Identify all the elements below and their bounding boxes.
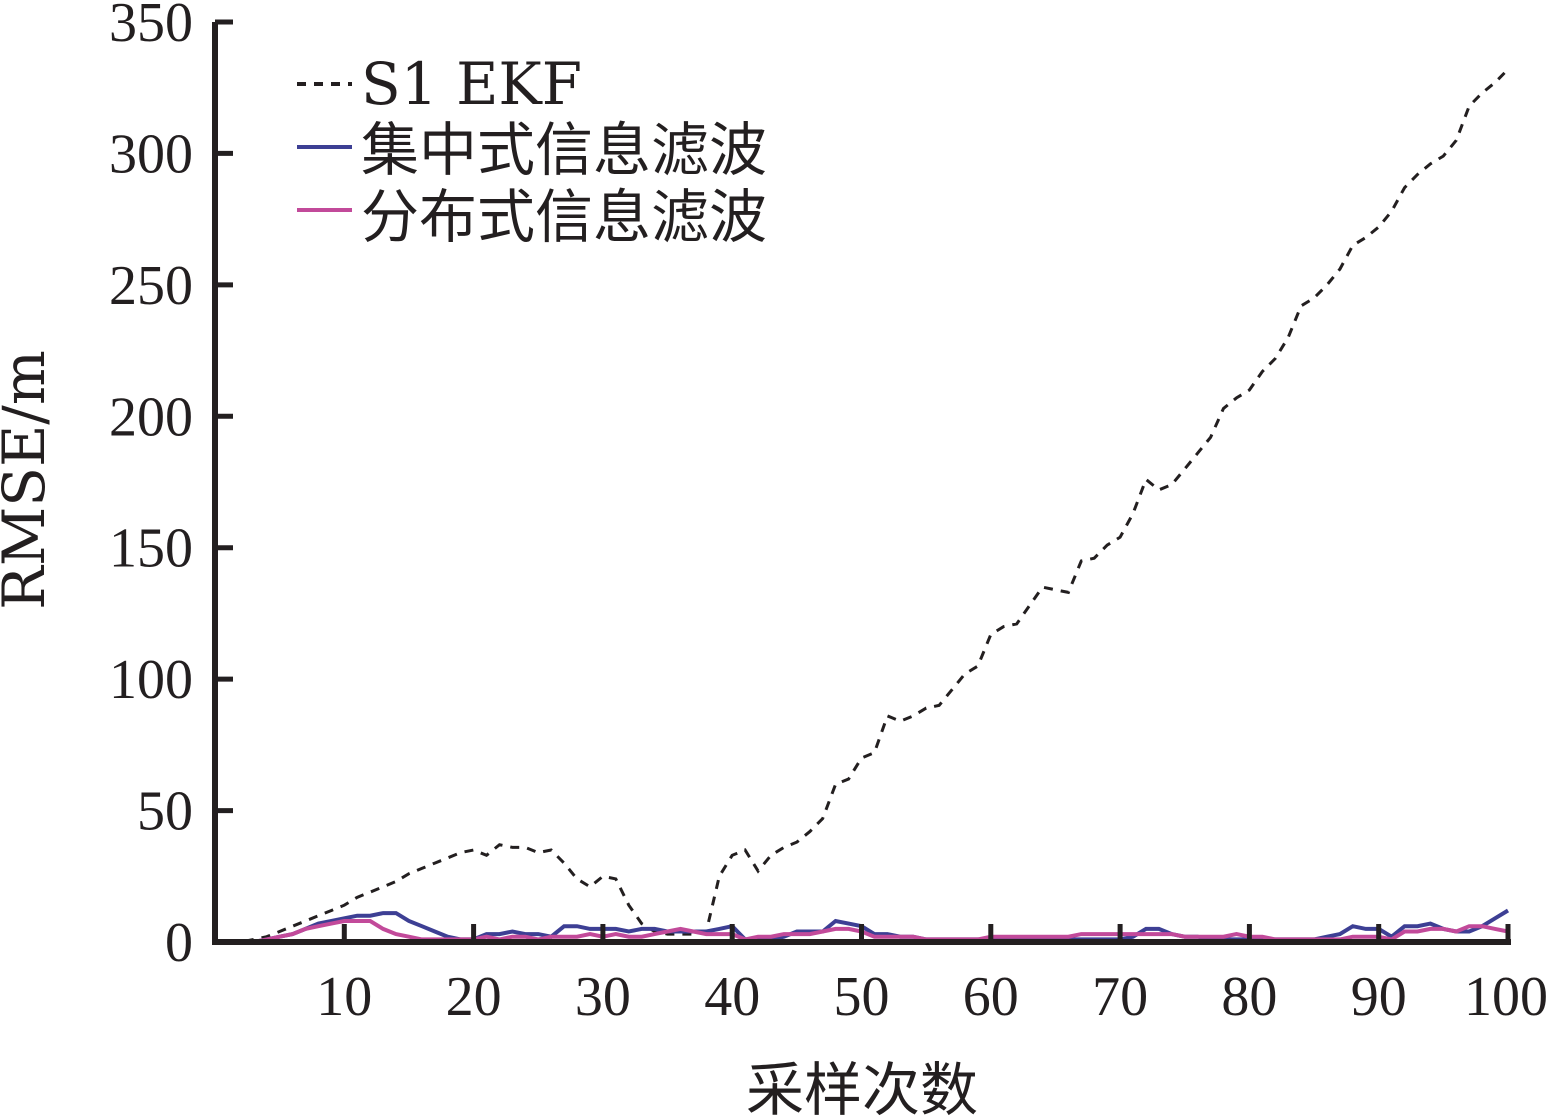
x-axis-title: 采样次数 [746,1056,978,1119]
y-tick-label: 300 [109,123,193,185]
x-tick-label: 50 [834,966,890,1028]
y-axis-ticks: 0 50 100 150 200 250 300 350 [109,0,233,974]
x-tick-label: 40 [704,966,760,1028]
x-tick-label: 70 [1092,966,1148,1028]
legend-label-distributed-information-filter: 分布式信息滤波 [361,183,767,251]
x-tick-label: 80 [1221,966,1277,1028]
x-tick-label: 100 [1464,966,1548,1028]
x-tick-label: 10 [316,966,372,1028]
legend-label-centralized-information-filter: 集中式信息滤波 [361,116,767,184]
y-tick-label: 50 [137,781,193,843]
y-tick-label: 150 [109,518,193,580]
x-tick-label: 20 [446,966,502,1028]
x-axis-ticks: 10 20 30 40 50 60 70 80 90 100 [316,924,1548,1028]
legend-label-s1-ekf: S1 EKF [361,50,582,118]
y-tick-label: 350 [109,0,193,54]
x-tick-label: 60 [963,966,1019,1028]
x-tick-label: 30 [575,966,631,1028]
series-line-s1-ekf [227,68,1510,944]
y-tick-label: 200 [109,386,193,448]
y-tick-label: 100 [109,649,193,711]
y-tick-label: 250 [109,255,193,317]
y-axis-title: RMSE/m [0,350,58,610]
y-tick-label: 0 [165,912,193,974]
legend: S1 EKF 集中式信息滤波 分布式信息滤波 [297,50,767,251]
x-tick-label: 90 [1351,966,1407,1028]
